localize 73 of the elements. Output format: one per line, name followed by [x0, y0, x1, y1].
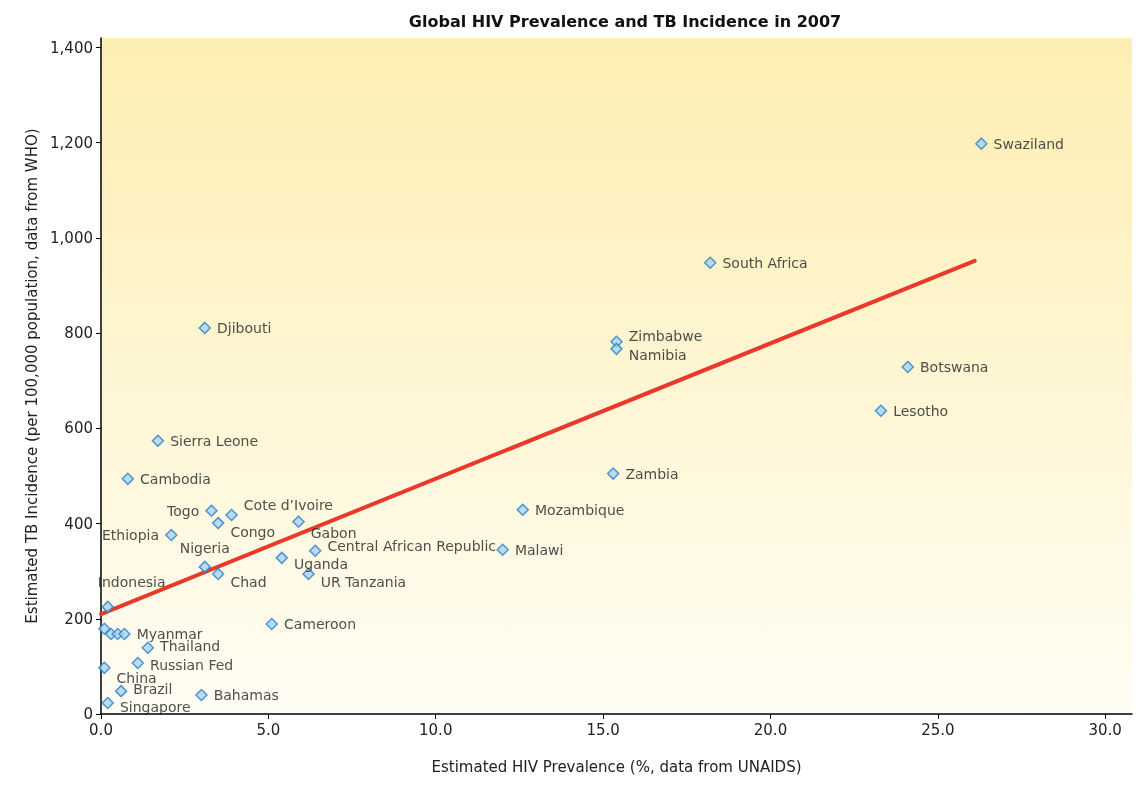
point: [98, 622, 111, 636]
point: [496, 543, 509, 557]
x-axis-title: Estimated HIV Prevalence (%, data from UNAIDS): [431, 757, 802, 776]
y-axis-title: Estimated TB Incidence (per 100,000 population, data from WHO): [22, 128, 41, 624]
point: [703, 256, 717, 269]
data-label: Cambodia: [140, 470, 211, 487]
data-label: Lesotho: [893, 402, 949, 419]
data-label: Cameroon: [283, 616, 357, 633]
data-label: South Africa: [722, 254, 808, 271]
data-label: Nigeria: [179, 539, 230, 556]
point: [308, 544, 322, 557]
point: [265, 617, 278, 631]
chart-title: Global HIV Prevalence and TB Incidence in 2007: [408, 11, 842, 31]
point: [606, 467, 620, 480]
y-tick-label: 1,200: [50, 133, 93, 152]
point: [114, 684, 128, 698]
y-tick-label: 1,000: [50, 228, 93, 247]
data-label: UR Tanzania: [320, 574, 407, 591]
x-tick-label: 15.0: [586, 720, 620, 739]
point: [118, 627, 131, 641]
point: [275, 551, 289, 565]
y-tick-label: 800: [64, 324, 93, 343]
point: [195, 688, 208, 702]
point: [131, 656, 145, 670]
data-label: Botswana: [919, 358, 989, 375]
x-tick-label: 5.0: [256, 720, 281, 739]
data-label: Djibouti: [217, 319, 272, 336]
point: [101, 696, 114, 710]
point: [225, 508, 238, 522]
point: [901, 360, 914, 374]
y-tick-label: 200: [64, 609, 93, 628]
data-label: Sierra Leone: [170, 432, 259, 449]
point: [874, 404, 888, 417]
y-tick-label: 400: [64, 514, 93, 533]
data-label: Russian Fed: [150, 657, 234, 674]
x-tick-label: 30.0: [1088, 720, 1122, 739]
x-tick-label: 10.0: [419, 720, 453, 739]
data-label: Ethiopia: [102, 527, 160, 543]
data-label: Chad: [230, 574, 267, 591]
point: [975, 137, 988, 150]
data-label: Zimbabwe: [628, 327, 703, 344]
data-label: Malawi: [514, 541, 564, 558]
point: [610, 342, 623, 356]
data-label: Singapore: [119, 699, 191, 716]
point: [101, 600, 114, 614]
data-label: Congo: [230, 524, 276, 541]
data-label: Namibia: [628, 346, 687, 363]
data-label: Mozambique: [535, 501, 625, 518]
y-tick-label: 0: [83, 705, 93, 723]
point: [205, 504, 218, 517]
point: [516, 503, 530, 517]
point: [141, 641, 155, 655]
y-tick-label: 1,400: [50, 38, 93, 57]
point: [198, 560, 212, 574]
point: [151, 434, 165, 447]
data-label: Swaziland: [993, 135, 1065, 152]
data-label: Uganda: [294, 555, 349, 572]
data-label: Togo: [166, 502, 200, 519]
data-label: Zambia: [625, 465, 679, 482]
point: [198, 321, 212, 335]
point: [98, 661, 111, 675]
y-tick-label: 600: [64, 419, 93, 438]
point: [211, 516, 225, 530]
x-tick-label: 25.0: [921, 720, 955, 739]
data-label: Myanmar: [136, 626, 203, 643]
x-tick-label: 20.0: [753, 720, 788, 739]
x-tick-label: 0.0: [89, 720, 113, 739]
point: [211, 567, 225, 581]
data-label: Cote d’Ivoire: [243, 497, 333, 514]
point: [121, 472, 135, 486]
point: [165, 528, 178, 542]
data-label: Bahamas: [213, 686, 279, 703]
point: [292, 515, 305, 528]
